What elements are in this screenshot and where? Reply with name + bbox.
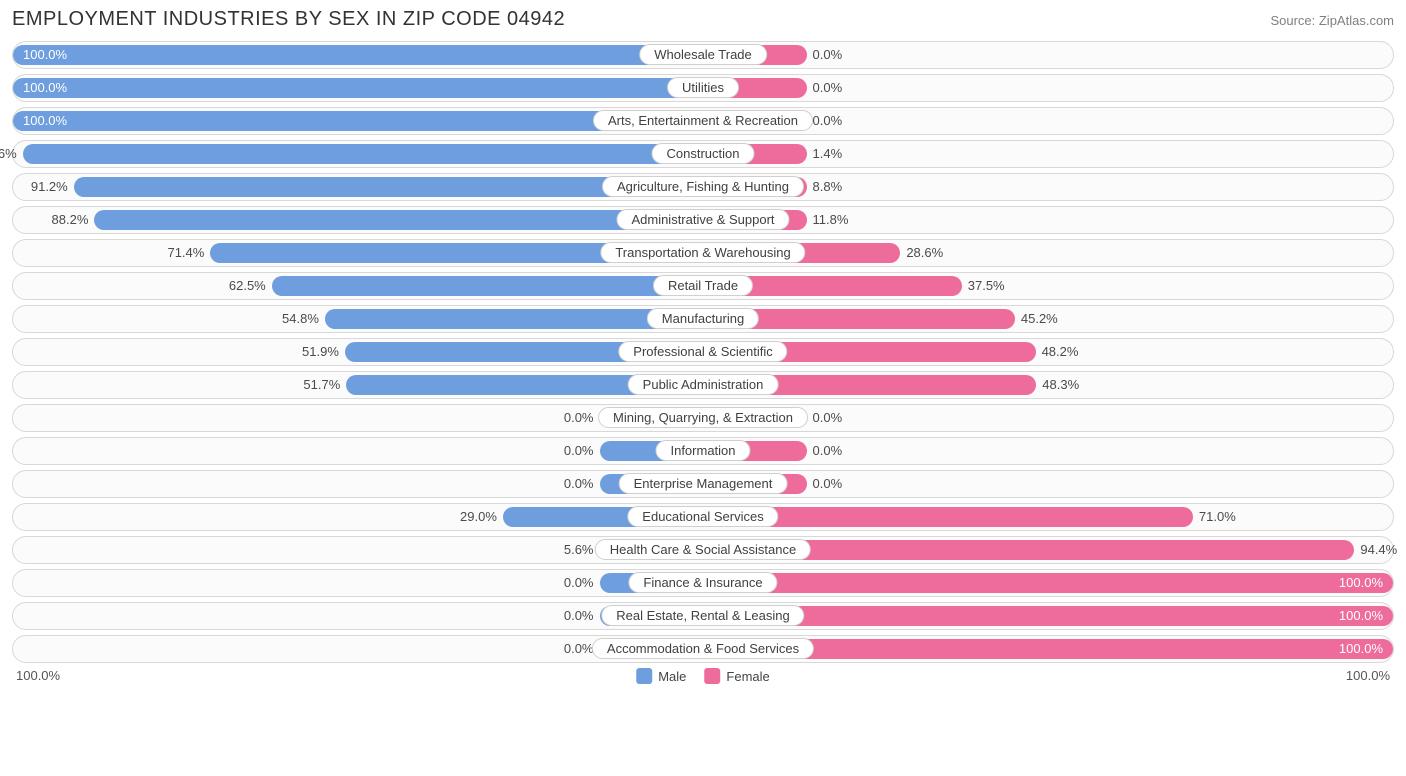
female-value: 0.0% bbox=[813, 80, 843, 95]
chart-row: 0.0% 100.0% Real Estate, Rental & Leasing bbox=[12, 602, 1394, 630]
category-label: Finance & Insurance bbox=[628, 572, 777, 593]
chart-row: 0.0% 100.0% Accommodation & Food Services bbox=[12, 635, 1394, 663]
chart-row: 0.0% 100.0% Finance & Insurance bbox=[12, 569, 1394, 597]
female-value: 100.0% bbox=[1339, 575, 1383, 590]
header: EMPLOYMENT INDUSTRIES BY SEX IN ZIP CODE… bbox=[12, 8, 1394, 31]
diverging-bar-chart: 100.0% 0.0% Wholesale Trade 100.0% 0.0% Utili… bbox=[12, 41, 1394, 663]
male-value: 0.0% bbox=[564, 641, 594, 656]
male-value: 51.7% bbox=[303, 377, 340, 392]
chart-row: 100.0% 0.0%Arts, Entertainment & Recreati… bbox=[12, 107, 1394, 135]
female-swatch bbox=[704, 668, 720, 684]
legend-item-male: Male bbox=[636, 668, 686, 684]
category-label: Information bbox=[655, 440, 750, 461]
chart-row: 100.0% 0.0% Utilities bbox=[12, 74, 1394, 102]
male-value: 0.0% bbox=[564, 410, 594, 425]
category-label: Agriculture, Fishing & Hunting bbox=[602, 176, 804, 197]
chart-row: 51.7% 48.3% Public Administration bbox=[12, 371, 1394, 399]
category-label: Utilities bbox=[667, 77, 739, 98]
male-value: 98.6% bbox=[0, 146, 17, 161]
category-label: Enterprise Management bbox=[619, 473, 788, 494]
category-label: Real Estate, Rental & Leasing bbox=[601, 605, 804, 626]
male-value: 62.5% bbox=[229, 278, 266, 293]
chart-row: 0.0% 0.0% Enterprise Management bbox=[12, 470, 1394, 498]
axis-left-label: 100.0% bbox=[16, 668, 60, 683]
axis-right-label: 100.0% bbox=[1346, 668, 1390, 683]
female-value: 71.0% bbox=[1199, 509, 1236, 524]
category-label: Transportation & Warehousing bbox=[600, 242, 805, 263]
chart-row: 91.2% 8.8% Agriculture, Fishing & Hunting bbox=[12, 173, 1394, 201]
female-value: 1.4% bbox=[813, 146, 843, 161]
female-value: 45.2% bbox=[1021, 311, 1058, 326]
chart-row: 54.8% 45.2% Manufacturing bbox=[12, 305, 1394, 333]
chart-row: 98.6%1.4%Construction bbox=[12, 140, 1394, 168]
male-value: 0.0% bbox=[564, 476, 594, 491]
chart-title: EMPLOYMENT INDUSTRIES BY SEX IN ZIP CODE… bbox=[12, 8, 565, 31]
male-value: 54.8% bbox=[282, 311, 319, 326]
male-bar bbox=[94, 210, 703, 230]
legend-item-female: Female bbox=[704, 668, 769, 684]
category-label: Educational Services bbox=[627, 506, 778, 527]
category-label: Manufacturing bbox=[647, 308, 759, 329]
female-value: 28.6% bbox=[906, 245, 943, 260]
chart-row: 29.0% 71.0% Educational Services bbox=[12, 503, 1394, 531]
female-value: 0.0% bbox=[813, 410, 843, 425]
source-attribution: Source: ZipAtlas.com bbox=[1270, 13, 1394, 28]
female-value: 48.3% bbox=[1042, 377, 1079, 392]
male-value: 0.0% bbox=[564, 608, 594, 623]
female-bar bbox=[703, 606, 1393, 626]
legend: Male Female bbox=[636, 668, 770, 684]
female-value: 0.0% bbox=[813, 443, 843, 458]
chart-row: 62.5% 37.5% Retail Trade bbox=[12, 272, 1394, 300]
legend-male-label: Male bbox=[658, 669, 686, 684]
male-swatch bbox=[636, 668, 652, 684]
female-value: 0.0% bbox=[813, 476, 843, 491]
female-value: 0.0% bbox=[813, 47, 843, 62]
female-value: 8.8% bbox=[813, 179, 843, 194]
female-bar bbox=[703, 573, 1393, 593]
female-value: 100.0% bbox=[1339, 641, 1383, 656]
male-value: 71.4% bbox=[167, 245, 204, 260]
category-label: Public Administration bbox=[628, 374, 779, 395]
legend-female-label: Female bbox=[726, 669, 769, 684]
female-value: 37.5% bbox=[968, 278, 1005, 293]
chart-row: 100.0% 0.0% Wholesale Trade bbox=[12, 41, 1394, 69]
axis: 100.0% 100.0% Male Female bbox=[12, 668, 1394, 692]
category-label: Administrative & Support bbox=[616, 209, 789, 230]
male-value: 5.6% bbox=[564, 542, 594, 557]
female-value: 100.0% bbox=[1339, 608, 1383, 623]
male-bar bbox=[13, 45, 703, 65]
male-bar bbox=[23, 144, 703, 164]
chart-row: 0.0% 0.0% Mining, Quarrying, & Extraction bbox=[12, 404, 1394, 432]
category-label: Retail Trade bbox=[653, 275, 753, 296]
category-label: Arts, Entertainment & Recreation bbox=[593, 110, 813, 131]
category-label: Accommodation & Food Services bbox=[592, 638, 814, 659]
chart-row: 71.4% 28.6% Transportation & Warehousing bbox=[12, 239, 1394, 267]
chart-row: 88.2% 11.8% Administrative & Support bbox=[12, 206, 1394, 234]
male-bar bbox=[272, 276, 703, 296]
male-value: 100.0% bbox=[23, 80, 67, 95]
male-value: 0.0% bbox=[564, 443, 594, 458]
female-value: 0.0% bbox=[813, 113, 843, 128]
category-label: Construction bbox=[652, 143, 755, 164]
chart-row: 51.9% 48.2% Professional & Scientific bbox=[12, 338, 1394, 366]
male-value: 0.0% bbox=[564, 575, 594, 590]
category-label: Mining, Quarrying, & Extraction bbox=[598, 407, 808, 428]
male-bar bbox=[13, 78, 703, 98]
male-value: 51.9% bbox=[302, 344, 339, 359]
category-label: Professional & Scientific bbox=[618, 341, 787, 362]
category-label: Wholesale Trade bbox=[639, 44, 767, 65]
male-value: 29.0% bbox=[460, 509, 497, 524]
chart-row: 5.6% 94.4% Health Care & Social Assistance bbox=[12, 536, 1394, 564]
female-value: 94.4% bbox=[1360, 542, 1397, 557]
female-value: 11.8% bbox=[813, 212, 849, 227]
chart-row: 0.0% 0.0% Information bbox=[12, 437, 1394, 465]
male-value: 88.2% bbox=[52, 212, 89, 227]
male-value: 91.2% bbox=[31, 179, 68, 194]
male-value: 100.0% bbox=[23, 47, 67, 62]
male-value: 100.0% bbox=[23, 113, 67, 128]
female-value: 48.2% bbox=[1042, 344, 1079, 359]
category-label: Health Care & Social Assistance bbox=[595, 539, 811, 560]
